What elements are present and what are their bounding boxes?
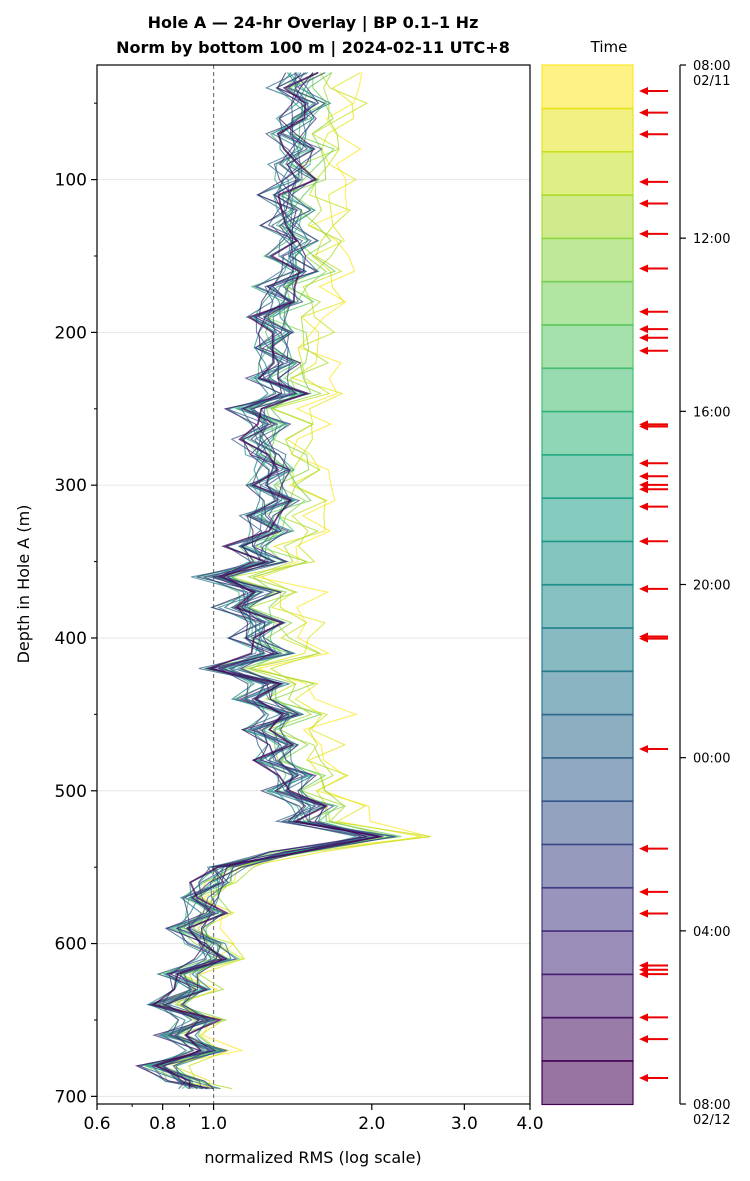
event-arrow-head xyxy=(639,325,648,334)
colorbar-band xyxy=(541,540,634,586)
series-line xyxy=(138,72,374,1090)
plot-frame xyxy=(96,64,531,1105)
event-arrow-head xyxy=(639,887,648,896)
event-arrow-head xyxy=(639,130,648,139)
chart-subtitle: Norm by bottom 100 m | 2024-02-11 UTC+8 xyxy=(116,38,510,58)
x-tick-label: 0.6 xyxy=(83,1114,110,1134)
series-line xyxy=(151,71,380,1089)
colorbar-band xyxy=(541,150,634,196)
colorbar-band xyxy=(541,410,634,456)
time-tick-label: 00:00 xyxy=(693,752,730,767)
event-arrow-head xyxy=(639,502,648,511)
event-arrow-head xyxy=(639,199,648,208)
colorbar-band xyxy=(541,194,634,240)
event-arrow-head xyxy=(639,307,648,316)
x-axis-label: normalized RMS (log scale) xyxy=(204,1148,421,1167)
colorbar-band xyxy=(541,1016,634,1062)
series-line xyxy=(161,72,396,1090)
colorbar-band xyxy=(541,757,634,803)
x-tick-label: 0.8 xyxy=(149,1114,176,1134)
time-tick-label: 04:00 xyxy=(693,925,730,940)
colorbar-band xyxy=(541,454,634,500)
colorbar-title: Time xyxy=(590,38,628,56)
colorbar-band xyxy=(541,843,634,889)
colorbar-band xyxy=(541,107,634,153)
series-line xyxy=(147,72,364,1090)
y-axis-ticks: 100 200 300 400 500 600 700 xyxy=(55,102,97,1107)
colorbar-band xyxy=(541,713,634,759)
event-arrow-head xyxy=(639,108,648,117)
colorbar-band xyxy=(541,973,634,1019)
time-colorbar: Time 08:00 02/11 12:00 16:00 20:00 00:00 04:00… xyxy=(541,38,730,1128)
event-arrow-head xyxy=(639,264,648,273)
colorbar-band xyxy=(541,1060,634,1106)
event-arrow-head xyxy=(639,1035,648,1044)
series-line xyxy=(134,72,368,1090)
series-line xyxy=(142,72,379,1090)
event-arrow-head xyxy=(639,485,648,494)
series-line xyxy=(149,72,362,1090)
colorbar-band xyxy=(541,280,634,326)
chart-title: Hole A — 24-hr Overlay | BP 0.1–1 Hz xyxy=(148,13,479,33)
event-arrow-head xyxy=(639,844,648,853)
y-tick-label: 100 xyxy=(55,171,87,191)
colorbar-band xyxy=(541,627,634,673)
series-line xyxy=(152,72,382,1090)
time-tick-label: 20:00 xyxy=(693,579,730,594)
plot-area: 100 200 300 400 500 600 700 0.6 0.8 1.0 2.0 3.0 4.0… xyxy=(14,64,544,1167)
x-tick-label: 4.0 xyxy=(516,1114,543,1134)
x-tick-label: 1.0 xyxy=(200,1114,227,1134)
y-tick-label: 400 xyxy=(55,629,87,649)
y-tick-label: 700 xyxy=(55,1087,87,1107)
time-axis-ticks: 08:00 02/11 12:00 16:00 20:00 00:00 04:00 08:00… xyxy=(680,59,730,1128)
colorbar-band xyxy=(541,930,634,976)
time-tick-label: 16:00 xyxy=(693,405,730,420)
colorbar-band xyxy=(541,237,634,283)
time-tick-label: 12:00 xyxy=(693,232,730,247)
time-tick-label: 08:00 02/12 xyxy=(693,1098,730,1128)
event-arrow-head xyxy=(639,634,648,643)
colorbar-band xyxy=(541,497,634,543)
event-arrow-head xyxy=(639,86,648,95)
event-arrow-head xyxy=(639,229,648,238)
event-arrow-head xyxy=(639,909,648,918)
event-arrow-head xyxy=(639,745,648,754)
event-arrow-head xyxy=(639,333,648,342)
series-line xyxy=(158,72,371,1089)
series-line xyxy=(157,72,384,1090)
colorbar-band xyxy=(541,886,634,932)
colorbar-band xyxy=(541,800,634,846)
y-axis-label: Depth in Hole A (m) xyxy=(14,505,33,664)
colorbar-band xyxy=(541,64,634,110)
x-axis-ticks: 0.6 0.8 1.0 2.0 3.0 4.0 xyxy=(83,1104,544,1134)
colorbar-band xyxy=(541,367,634,413)
event-arrow-head xyxy=(639,472,648,481)
y-tick-label: 500 xyxy=(55,782,87,802)
event-arrow-head xyxy=(639,1013,648,1022)
series-line xyxy=(153,72,392,1090)
event-arrow-head xyxy=(639,346,648,355)
time-tick-label: 08:00 02/11 xyxy=(693,59,730,89)
event-arrow-head xyxy=(639,1074,648,1083)
event-arrow-head xyxy=(639,537,648,546)
y-tick-label: 200 xyxy=(55,323,87,343)
colorbar-band xyxy=(541,583,634,629)
gridlines xyxy=(97,179,530,1097)
event-arrow-head xyxy=(639,584,648,593)
event-arrow-head xyxy=(639,970,648,979)
series-group xyxy=(134,71,431,1090)
event-arrows xyxy=(639,86,668,1083)
y-tick-label: 300 xyxy=(55,476,87,496)
colorbar-bands xyxy=(541,64,634,1106)
event-arrow-head xyxy=(639,459,648,468)
x-tick-label: 2.0 xyxy=(358,1114,385,1134)
colorbar-band xyxy=(541,324,634,370)
event-arrow-head xyxy=(639,177,648,186)
event-arrow-head xyxy=(639,422,648,431)
y-tick-label: 600 xyxy=(55,935,87,955)
x-tick-label: 3.0 xyxy=(451,1114,478,1134)
title-block: Hole A — 24-hr Overlay | BP 0.1–1 Hz Nor… xyxy=(116,13,510,58)
colorbar-band xyxy=(541,670,634,716)
